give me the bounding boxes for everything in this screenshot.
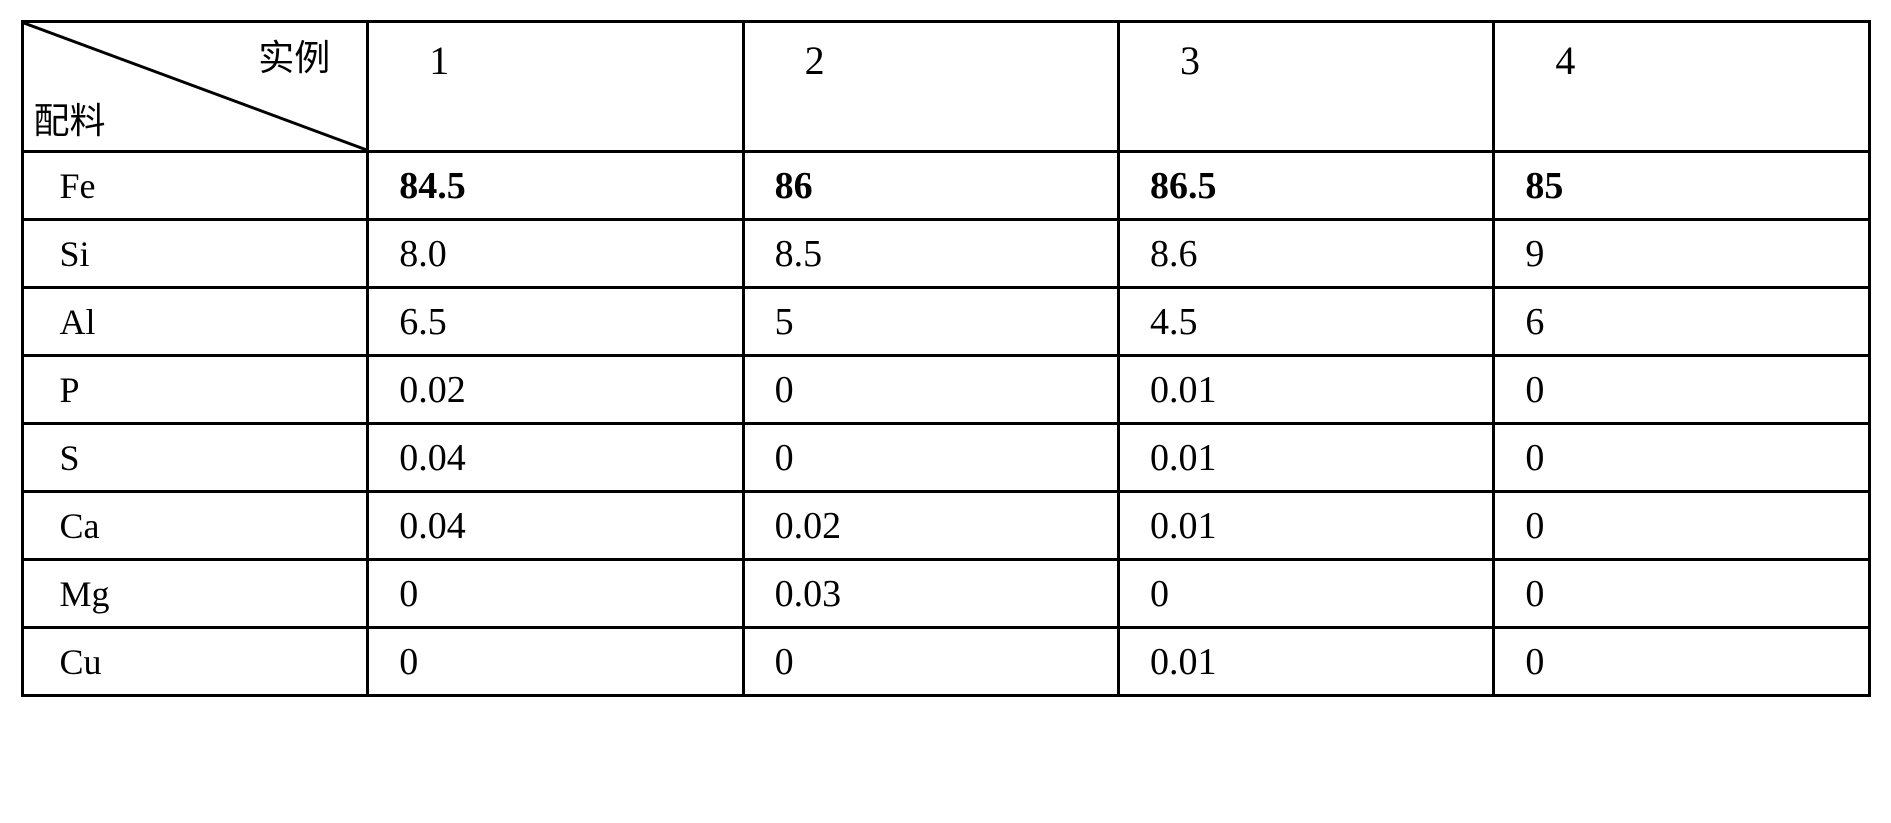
- table-row: P 0.02 0 0.01 0: [22, 356, 1869, 424]
- diagonal-header-bottom: 配料: [34, 92, 106, 144]
- table-cell: 86: [743, 152, 1118, 220]
- table-cell: 0.01: [1118, 424, 1493, 492]
- table-cell: 0.02: [743, 492, 1118, 560]
- diagonal-header-top: 实例: [258, 29, 330, 81]
- diagonal-header-cell: 实例 配料: [22, 22, 368, 152]
- table-cell: 0.01: [1118, 492, 1493, 560]
- table-cell: 0: [743, 356, 1118, 424]
- table-cell: 0: [1494, 560, 1869, 628]
- table-cell: 0.04: [368, 492, 743, 560]
- table-row: Mg 0 0.03 0 0: [22, 560, 1869, 628]
- column-header-1: 1: [368, 22, 743, 152]
- table-cell: 0: [1494, 356, 1869, 424]
- table-cell: 0.01: [1118, 628, 1493, 696]
- table-cell: 85: [1494, 152, 1869, 220]
- table-row: S 0.04 0 0.01 0: [22, 424, 1869, 492]
- row-label: Si: [22, 220, 368, 288]
- column-header-3: 3: [1118, 22, 1493, 152]
- table-cell: 0: [368, 628, 743, 696]
- table-cell: 84.5: [368, 152, 743, 220]
- row-label: Mg: [22, 560, 368, 628]
- table-cell: 6: [1494, 288, 1869, 356]
- composition-table: 实例 配料 1 2 3 4 Fe 84.5 86 86.5 85 Si 8.0 …: [21, 20, 1871, 697]
- table-cell: 0: [1494, 628, 1869, 696]
- table-cell: 0: [1118, 560, 1493, 628]
- table-cell: 5: [743, 288, 1118, 356]
- table-cell: 9: [1494, 220, 1869, 288]
- table-cell: 0: [1494, 492, 1869, 560]
- table-row: Al 6.5 5 4.5 6: [22, 288, 1869, 356]
- column-header-2: 2: [743, 22, 1118, 152]
- composition-table-wrapper: 实例 配料 1 2 3 4 Fe 84.5 86 86.5 85 Si 8.0 …: [21, 20, 1871, 697]
- table-cell: 8.5: [743, 220, 1118, 288]
- row-label: P: [22, 356, 368, 424]
- table-cell: 86.5: [1118, 152, 1493, 220]
- table-cell: 8.0: [368, 220, 743, 288]
- row-label: Ca: [22, 492, 368, 560]
- row-label: Fe: [22, 152, 368, 220]
- table-row: Fe 84.5 86 86.5 85: [22, 152, 1869, 220]
- table-cell: 4.5: [1118, 288, 1493, 356]
- table-cell: 0.02: [368, 356, 743, 424]
- column-header-4: 4: [1494, 22, 1869, 152]
- row-label: S: [22, 424, 368, 492]
- table-cell: 0: [1494, 424, 1869, 492]
- table-cell: 0: [743, 424, 1118, 492]
- table-row: Ca 0.04 0.02 0.01 0: [22, 492, 1869, 560]
- table-row: Cu 0 0 0.01 0: [22, 628, 1869, 696]
- table-cell: 0.01: [1118, 356, 1493, 424]
- table-header-row: 实例 配料 1 2 3 4: [22, 22, 1869, 152]
- table-cell: 8.6: [1118, 220, 1493, 288]
- table-cell: 0.04: [368, 424, 743, 492]
- row-label: Cu: [22, 628, 368, 696]
- table-cell: 0: [743, 628, 1118, 696]
- table-cell: 0.03: [743, 560, 1118, 628]
- table-cell: 0: [368, 560, 743, 628]
- table-cell: 6.5: [368, 288, 743, 356]
- table-row: Si 8.0 8.5 8.6 9: [22, 220, 1869, 288]
- row-label: Al: [22, 288, 368, 356]
